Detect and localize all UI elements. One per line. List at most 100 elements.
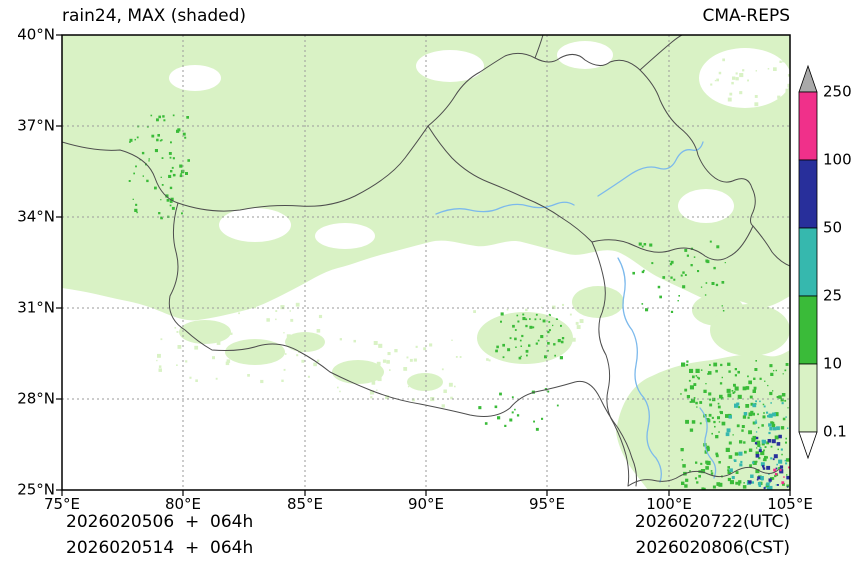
rain-cell <box>516 414 520 417</box>
rain-cell <box>513 344 516 347</box>
rain-cell <box>407 379 410 381</box>
rain-cell <box>739 440 743 444</box>
rain-cell <box>275 310 278 312</box>
rain-cell <box>514 408 516 411</box>
rain-cell <box>542 319 546 323</box>
rain-cell <box>575 321 579 325</box>
rain-cell <box>136 211 138 214</box>
rain-cell <box>781 481 785 485</box>
rain-cell <box>759 400 761 403</box>
rain-cell <box>770 402 772 404</box>
rain-cell <box>150 114 153 117</box>
rain-cell <box>763 487 766 490</box>
rain-cell <box>535 427 539 431</box>
rain-cell <box>522 313 525 316</box>
rain-cell <box>641 245 644 248</box>
rain-cell <box>159 139 162 142</box>
rain-cell <box>441 368 444 371</box>
rain-cell <box>385 395 389 400</box>
rain-cell <box>172 173 176 177</box>
rain-cell <box>579 319 584 323</box>
rain-cell <box>693 383 697 386</box>
rain-cell <box>284 353 287 355</box>
rain-cell <box>179 164 183 168</box>
rain-cell <box>762 439 766 444</box>
rain-cell <box>552 305 556 310</box>
rain-cell <box>775 484 777 486</box>
y-tick-34n: 34°N <box>17 208 55 226</box>
rain-cell <box>738 480 742 484</box>
rain-cell <box>785 88 790 93</box>
rain-cell <box>709 403 713 407</box>
rain-cell <box>743 441 746 444</box>
rain-cell <box>700 369 703 371</box>
rain-cell <box>406 356 409 359</box>
rain-cell <box>726 428 731 433</box>
rain-cell <box>521 334 524 338</box>
rain-cell <box>181 212 183 215</box>
rain-cell <box>721 376 723 379</box>
rain-cell <box>705 117 708 120</box>
rain-cell <box>662 276 666 279</box>
rain-cell <box>757 413 759 416</box>
rain-cell <box>260 379 264 384</box>
rain-cell <box>722 310 725 312</box>
rain-cell <box>307 375 310 378</box>
rain-cell <box>382 359 387 363</box>
rain-cell <box>731 81 734 85</box>
rain-cell <box>299 344 302 348</box>
rain-cell <box>193 333 198 337</box>
rain-cell <box>709 364 711 366</box>
rain-cell <box>743 482 745 484</box>
rain-cell <box>645 308 649 312</box>
rain-cell <box>202 322 204 325</box>
rain-cell <box>499 337 501 339</box>
rain-cell <box>161 157 164 159</box>
rain-cell <box>752 461 755 464</box>
rain-cell <box>693 397 696 399</box>
y-tick-25n: 25°N <box>17 481 55 499</box>
rain-cell <box>443 389 447 393</box>
rain-cell <box>745 386 750 390</box>
rain-cell <box>714 425 716 428</box>
colorbar-extend-above-icon <box>798 64 818 93</box>
rain-cell <box>189 302 192 305</box>
rain-cell <box>506 308 509 311</box>
rain-cell <box>693 256 696 258</box>
rain-cell <box>781 393 786 397</box>
rain-cell <box>710 118 713 121</box>
rain-cell <box>764 380 766 382</box>
rain-cell <box>696 376 699 379</box>
rain-cell <box>752 123 757 128</box>
rain-cell <box>169 204 172 207</box>
rain-cell <box>757 426 760 429</box>
rain-cell <box>689 401 692 403</box>
rain-cell <box>741 112 743 114</box>
rain-cell <box>765 456 768 459</box>
rain-cell <box>739 91 743 95</box>
rain-cell <box>761 424 764 427</box>
rain-cell <box>720 363 723 367</box>
rain-cell <box>774 473 778 476</box>
rain-cell <box>549 327 552 330</box>
rain-cell <box>540 335 544 339</box>
rain-cell <box>754 95 758 98</box>
rain-cell <box>758 457 761 460</box>
rain-cell <box>685 419 689 424</box>
rain-cell <box>752 421 756 425</box>
rain-cell <box>680 448 684 452</box>
rain-cell <box>718 71 722 75</box>
rain-cell <box>755 360 757 362</box>
rain-cell <box>777 448 779 451</box>
rain-cell <box>748 448 753 452</box>
rain-cell <box>169 200 173 203</box>
rain-cell <box>157 134 160 137</box>
rain-cell <box>526 354 528 357</box>
rain-cell <box>216 341 221 345</box>
rain-cell <box>740 460 743 463</box>
rain-cell <box>689 470 691 472</box>
rain-cell <box>189 376 192 379</box>
rain-cell <box>196 313 199 317</box>
rain-cell <box>502 356 505 359</box>
rain-cell <box>451 339 453 341</box>
